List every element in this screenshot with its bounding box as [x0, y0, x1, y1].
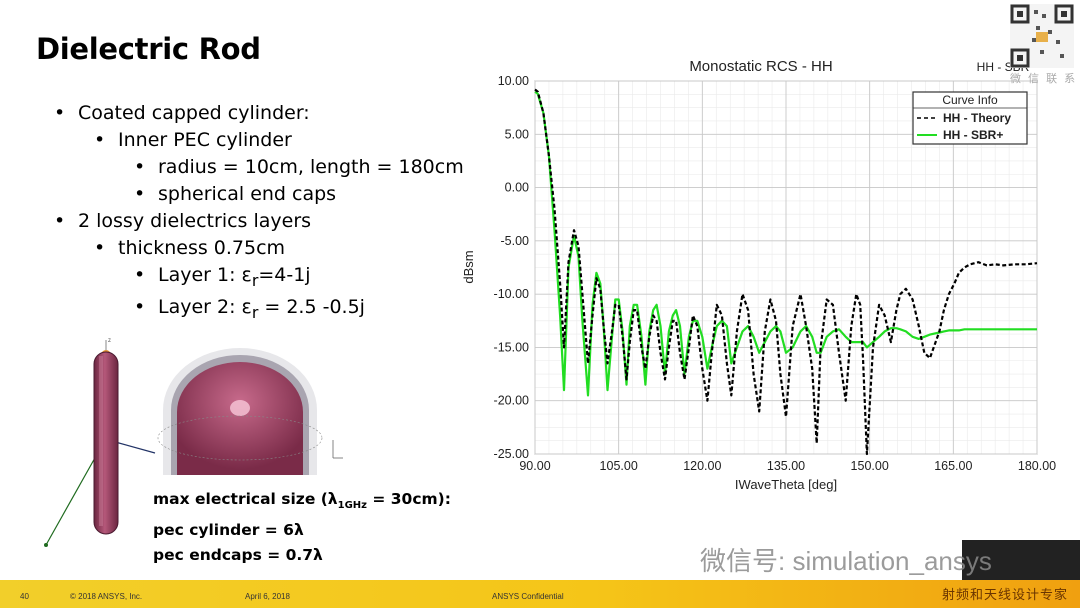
qr-code — [1010, 4, 1074, 68]
bullet-text: Layer 2: ε — [158, 295, 252, 318]
y-tick-label: -20.00 — [494, 394, 529, 408]
bullet-item: Inner PEC cylinder — [94, 127, 472, 154]
x-axis-label: IWaveTheta [deg] — [735, 477, 837, 492]
copyright: © 2018 ANSYS, Inc. — [70, 592, 143, 601]
chart-title: Monostatic RCS - HH — [689, 58, 832, 75]
watermark-text: 微信号: simulation_ansys — [700, 546, 992, 576]
series-line-theory — [534, 88, 1038, 456]
rcs-chart: 10.00 5.00 0.00 -5.00 -10.00 -15.00 -20.00 -25.… — [461, 58, 1056, 492]
confidential-label: ANSYS Confidential — [492, 592, 564, 601]
x-tick-label: 90.00 — [519, 459, 550, 473]
page-number: 40 — [20, 592, 29, 601]
series-lines — [534, 88, 1038, 456]
size-note-line: pec endcaps = 0.7λ — [153, 546, 323, 565]
y-tick-label: -5.00 — [501, 234, 530, 248]
footer-date: April 6, 2018 — [245, 592, 290, 601]
y-tick-label: 0.00 — [505, 181, 529, 195]
y-tick-label: -25.00 — [494, 447, 529, 461]
size-note-line: pec cylinder = 6λ — [153, 521, 304, 540]
x-tick-label: 120.00 — [683, 459, 721, 473]
bullet-item: Layer 2: εr = 2.5 -0.5j — [134, 294, 472, 326]
bullet-list: Coated capped cylinder: Inner PEC cylind… — [52, 100, 472, 326]
footer-brand: 射频和天线设计专家 — [941, 587, 1068, 602]
electrical-size-notes: max electrical size (λ1GHz = 30cm): pec … — [153, 487, 451, 568]
bullet-text: =4-1j — [258, 264, 311, 286]
x-tick-label: 165.00 — [934, 459, 972, 473]
bullet-item: 2 lossy dielectrics layers — [54, 208, 472, 235]
axis-label: z — [108, 338, 111, 344]
rod-model-figure: z — [44, 338, 156, 547]
bullet-item: spherical end caps — [134, 181, 472, 208]
y-tick-label: -10.00 — [494, 287, 529, 301]
subscript: r — [251, 302, 259, 322]
size-note-line: max electrical size (λ1GHz = 30cm): — [153, 487, 451, 518]
qr-caption: 微 信 联 系 — [1010, 73, 1078, 85]
legend-title: Curve Info — [942, 93, 998, 107]
x-tick-labels: 90.00 105.00 120.00 135.00 150.00 165.00 180.0… — [519, 459, 1056, 473]
endcap-closeup-figure — [157, 348, 343, 475]
legend-entry-sbr: HH - SBR+ — [943, 128, 1003, 142]
x-tick-label: 180.00 — [1018, 459, 1056, 473]
x-tick-label: 105.00 — [600, 459, 638, 473]
x-tick-label: 135.00 — [767, 459, 805, 473]
slide-title: Dielectric Rod — [36, 32, 261, 66]
series-line-sbr — [534, 90, 1037, 397]
y-axis-label: dBsm — [461, 250, 476, 283]
bullet-item: radius = 10cm, length = 180cm — [134, 154, 472, 181]
legend: Curve Info HH - Theory HH - SBR+ — [912, 91, 1028, 145]
size-note-text: max electrical size (λ — [153, 490, 338, 508]
bullet-text: = 2.5 -0.5j — [258, 295, 365, 318]
bullet-item: thickness 0.75cm — [94, 235, 472, 262]
watermark-background — [962, 540, 1080, 580]
subscript: r — [251, 270, 259, 290]
y-tick-labels: 10.00 5.00 0.00 -5.00 -10.00 -15.00 -20.00 -25.… — [494, 74, 530, 461]
subscript: 1GHz — [337, 500, 367, 512]
y-tick-label: 5.00 — [505, 127, 529, 141]
bullet-item: Layer 1: εr=4-1j — [134, 262, 472, 294]
x-tick-label: 150.00 — [851, 459, 889, 473]
y-tick-label: -15.00 — [494, 340, 529, 354]
bullet-text: Layer 1: ε — [158, 264, 252, 286]
legend-entry-theory: HH - Theory — [943, 111, 1011, 125]
size-note-text: = 30cm): — [366, 490, 451, 508]
y-tick-label: 10.00 — [498, 74, 529, 88]
bullet-item: Coated capped cylinder: — [54, 100, 472, 127]
footer-bar: 40 © 2018 ANSYS, Inc. April 6, 2018 ANSY… — [0, 580, 1080, 608]
